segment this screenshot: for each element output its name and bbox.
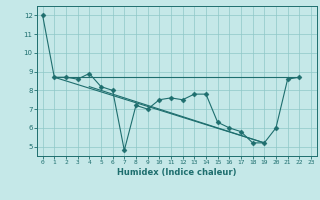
X-axis label: Humidex (Indice chaleur): Humidex (Indice chaleur)	[117, 168, 236, 177]
